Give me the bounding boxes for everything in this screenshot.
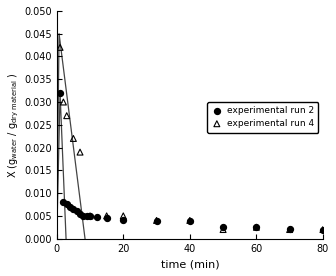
experimental run 2 — [187, 219, 193, 224]
Y-axis label: X (g$_\mathrm{water}$ / g$_\mathrm{dry\ material}$ ): X (g$_\mathrm{water}$ / g$_\mathrm{dry\ … — [7, 72, 22, 177]
experimental run 4 — [320, 227, 326, 232]
experimental run 4 — [220, 227, 226, 232]
experimental run 2 — [94, 214, 99, 219]
experimental run 2 — [61, 200, 66, 205]
experimental run 2 — [154, 219, 159, 224]
experimental run 4 — [287, 227, 292, 232]
experimental run 2 — [287, 226, 292, 231]
experimental run 2 — [84, 214, 89, 218]
experimental run 4 — [154, 218, 159, 223]
experimental run 2 — [71, 207, 76, 211]
experimental run 2 — [121, 218, 126, 223]
Legend: experimental run 2, experimental run 4: experimental run 2, experimental run 4 — [207, 102, 319, 133]
experimental run 2 — [74, 209, 79, 214]
experimental run 2 — [87, 214, 93, 218]
experimental run 4 — [61, 100, 66, 104]
experimental run 2 — [104, 216, 109, 220]
experimental run 4 — [87, 214, 93, 218]
experimental run 4 — [104, 214, 109, 218]
experimental run 4 — [254, 225, 259, 229]
experimental run 4 — [57, 45, 63, 50]
experimental run 4 — [187, 218, 193, 223]
experimental run 2 — [57, 91, 63, 95]
experimental run 4 — [64, 113, 70, 118]
experimental run 2 — [220, 225, 226, 229]
experimental run 4 — [71, 136, 76, 141]
experimental run 2 — [64, 202, 70, 207]
experimental run 2 — [81, 214, 86, 218]
experimental run 2 — [254, 225, 259, 229]
X-axis label: time (min): time (min) — [161, 259, 219, 269]
experimental run 2 — [320, 227, 326, 232]
experimental run 4 — [77, 150, 83, 154]
experimental run 2 — [77, 211, 83, 216]
experimental run 2 — [67, 205, 73, 209]
experimental run 4 — [121, 214, 126, 218]
